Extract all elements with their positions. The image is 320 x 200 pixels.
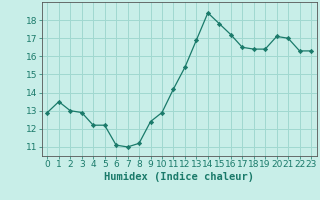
X-axis label: Humidex (Indice chaleur): Humidex (Indice chaleur): [104, 172, 254, 182]
